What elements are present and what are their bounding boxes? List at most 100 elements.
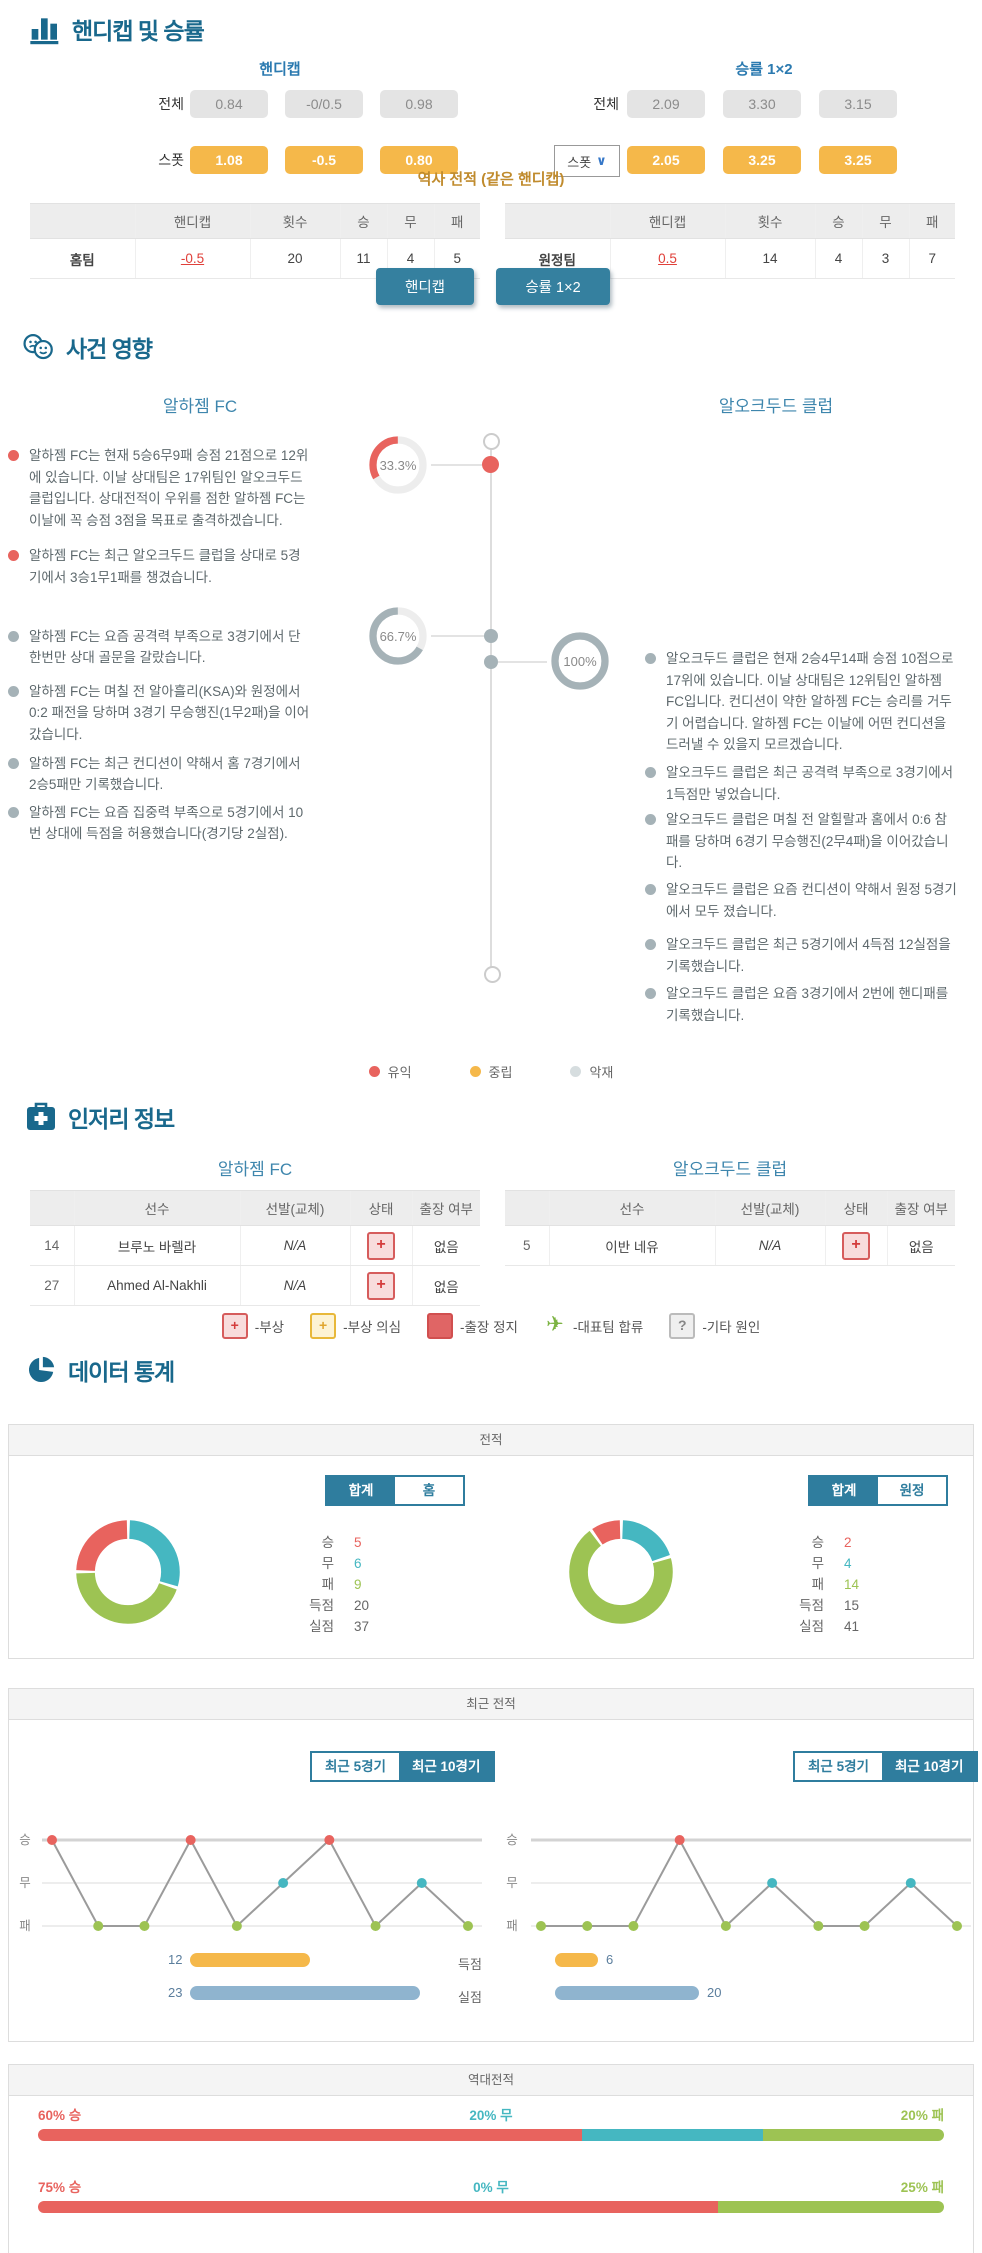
panel-title: 최근 전적 bbox=[9, 1689, 973, 1720]
winrate-total-label: 전체 bbox=[593, 96, 619, 112]
section-influence-header: 사건 영향 bbox=[22, 330, 153, 364]
axis-draw: 무 bbox=[19, 1876, 31, 1890]
panel-title: 전적 bbox=[9, 1425, 973, 1456]
tab-total[interactable]: 합계 bbox=[327, 1477, 395, 1504]
h2h-loss-label: 20% 패 bbox=[900, 2108, 944, 2123]
winrate-total-1: 2.09 bbox=[627, 90, 705, 118]
handicap-subtitle: 핸디캡 bbox=[259, 61, 301, 78]
table-row: 27 Ahmed Al-Nakhli N/A + 없음 bbox=[30, 1265, 480, 1306]
list-item: 알오크두드 클럽은 며칠 전 알힐랄과 홈에서 0:6 참패를 당하며 6경기 … bbox=[645, 809, 957, 874]
col-count: 횟수 bbox=[724, 203, 815, 239]
recent-form-panel: 최근 전적 bbox=[8, 1688, 974, 2042]
goals-bar bbox=[555, 1952, 598, 1967]
home-wins: 5 bbox=[354, 1535, 362, 1550]
bullet-dot bbox=[8, 630, 19, 642]
recent-away-tabs: 최근 5경기 최근 10경기 bbox=[793, 1751, 979, 1782]
col-status: 상태 bbox=[824, 1190, 887, 1226]
home-draws: 6 bbox=[354, 1556, 362, 1571]
away-team-title: 알오크두드 클럽 bbox=[718, 397, 834, 416]
legend-neutral: 중립 bbox=[469, 1062, 512, 1081]
axis-draw: 무 bbox=[506, 1876, 518, 1890]
legend-etc: ? -기타 원인 bbox=[669, 1313, 760, 1339]
winrate-button[interactable]: 승률 1×2 bbox=[496, 268, 610, 305]
home-goals-value: 12 bbox=[168, 1952, 183, 1967]
legend-dot bbox=[570, 1066, 582, 1077]
injury-table-away: 선수 선발(교체) 상태 출장 여부 5 이반 네유 N/A + 없음 bbox=[505, 1190, 955, 1266]
bullet-dot bbox=[645, 653, 656, 664]
tab-home[interactable]: 홈 bbox=[422, 1483, 436, 1498]
player-name: 이반 네유 bbox=[548, 1225, 715, 1266]
player-name: Ahmed Al-Nakhli bbox=[73, 1265, 240, 1306]
h2h-draw-label: 0% 무 bbox=[473, 2180, 509, 2195]
tab-last5[interactable]: 최근 5경기 bbox=[325, 1759, 386, 1774]
smiley-faces-icon bbox=[22, 330, 56, 364]
away-draws: 4 bbox=[844, 1556, 852, 1571]
bullet-dot bbox=[8, 550, 19, 562]
home-influence-list: 알하젬 FC는 현재 5승6무9패 승점 21점으로 12위에 있습니다. 이날… bbox=[8, 445, 310, 845]
home-conceded-value: 23 bbox=[168, 1985, 183, 2000]
tab-last5[interactable]: 최근 5경기 bbox=[808, 1759, 869, 1774]
home-goals-bar-row: 12 bbox=[168, 1952, 311, 1967]
table-row: 14 브루노 바렐라 N/A + 없음 bbox=[30, 1225, 480, 1266]
col-loss: 패 bbox=[908, 203, 955, 239]
goals-label: 득점 bbox=[458, 1957, 482, 1972]
list-item: 알오크두드 클럽은 요즘 3경기에서 2번에 핸디패를 기록했습니다. bbox=[645, 983, 957, 1026]
tab-total[interactable]: 합계 bbox=[810, 1477, 878, 1504]
col-win: 승 bbox=[339, 203, 387, 239]
handicap-spot-1: 1.08 bbox=[190, 146, 268, 174]
col-count: 횟수 bbox=[249, 203, 340, 239]
away-wins: 2 bbox=[844, 1535, 852, 1550]
timeline-dot-positive bbox=[482, 456, 499, 473]
gauge-value: 33.3% bbox=[379, 457, 417, 473]
winrate-subtitle: 승률 1×2 bbox=[735, 61, 793, 78]
list-item: 알오크두드 클럽은 최근 공격력 부족으로 3경기에서 1득점만 넣었습니다. bbox=[645, 762, 957, 805]
col-player: 선수 bbox=[548, 1190, 715, 1226]
tab-last10[interactable]: 최근 10경기 bbox=[398, 1753, 494, 1780]
legend-negative: 악재 bbox=[570, 1062, 613, 1081]
record-home-tabs: 합계 홈 bbox=[325, 1475, 465, 1506]
handicap-spot-label: 스폿 bbox=[158, 152, 184, 168]
handicap-button[interactable]: 핸디캡 bbox=[376, 268, 474, 305]
home-goals-against: 37 bbox=[354, 1619, 370, 1634]
legend-dot bbox=[368, 1066, 380, 1077]
pie-chart-icon bbox=[24, 1353, 58, 1387]
section-title: 사건 영향 bbox=[66, 336, 153, 362]
list-item: 알하젬 FC는 며칠 전 알아흘리(KSA)와 원정에서 0:2 패전을 당하며… bbox=[8, 681, 310, 746]
list-item: 알오크두드 클럽은 요즘 컨디션이 약해서 원정 5경기에서 모두 졌습니다. bbox=[645, 879, 957, 922]
legend-injury-doubt: + -부상 의심 bbox=[310, 1313, 401, 1339]
table-row: 홈팀 -0.5 20 11 4 5 bbox=[30, 238, 480, 279]
axis-win: 승 bbox=[19, 1833, 31, 1847]
h2h-draw-label: 20% 무 bbox=[469, 2108, 513, 2123]
recent-home-tabs: 최근 5경기 최근 10경기 bbox=[310, 1751, 496, 1782]
away-handicap-link[interactable]: 0.5 bbox=[658, 251, 677, 266]
bullet-dot bbox=[645, 883, 656, 895]
home-handicap-link[interactable]: -0.5 bbox=[180, 251, 205, 266]
table-row: 5 이반 네유 N/A + 없음 bbox=[505, 1225, 955, 1266]
record-away-tabs: 합계 원정 bbox=[808, 1475, 948, 1506]
col-draw: 무 bbox=[386, 203, 434, 239]
bullet-dot bbox=[645, 988, 656, 1000]
timeline-dot-negative bbox=[484, 629, 498, 643]
connector bbox=[431, 635, 484, 637]
home-conceded-bar-row: 23 bbox=[168, 1985, 421, 2000]
tab-away[interactable]: 원정 bbox=[899, 1483, 925, 1498]
influence-gauge-home-negative: 66.7% bbox=[365, 603, 431, 669]
tab-last10[interactable]: 최근 10경기 bbox=[881, 1753, 977, 1780]
legend-suspended: -출장 정지 bbox=[427, 1313, 518, 1339]
influence-gauge-home-positive: 33.3% bbox=[365, 432, 431, 498]
list-item: 알하젬 FC는 최근 알오크두드 클럽을 상대로 5경기에서 3승1무1패를 챙… bbox=[8, 545, 310, 588]
section-statistics-header: 데이터 통계 bbox=[24, 1353, 175, 1387]
legend-positive: 유익 bbox=[368, 1062, 412, 1081]
spot-dropdown[interactable]: 스폿 ∨ bbox=[554, 145, 620, 177]
section-title: 인저리 정보 bbox=[68, 1106, 175, 1132]
spot-dropdown-value: 스폿 bbox=[567, 154, 592, 170]
gauge-value: 66.7% bbox=[379, 628, 417, 644]
list-item: 알하젬 FC는 최근 컨디션이 약해서 홈 7경기에서 2승5패만 기록했습니다… bbox=[8, 753, 310, 796]
panel-title: 역대전적 bbox=[9, 2065, 973, 2096]
injury-icon: + bbox=[367, 1231, 395, 1260]
list-item: 알하젬 FC는 요즘 집중력 부족으로 5경기에서 10번 상대에 득점을 허용… bbox=[8, 802, 310, 845]
handicap-spot-x: -0.5 bbox=[285, 146, 363, 174]
injury-table-home: 선수 선발(교체) 상태 출장 여부 14 브루노 바렐라 N/A + 없음 2… bbox=[30, 1190, 480, 1306]
